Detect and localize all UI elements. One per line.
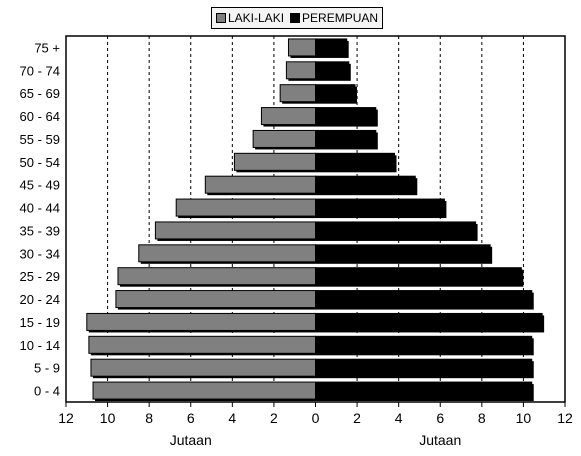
x-tick-label: 2 [353,410,361,426]
age-group-label: 30 - 34 [20,246,60,261]
x-tick-label: 6 [436,410,444,426]
bar-male [260,107,317,126]
x-tick-label: 8 [145,410,153,426]
age-group-label: 45 - 49 [20,178,60,193]
bar-male [90,358,316,377]
age-group-label: 65 - 69 [20,86,60,101]
bar-male [154,221,316,240]
bar-male [175,198,316,217]
bar-female [315,84,356,103]
bar-female [315,267,522,286]
legend-item-female: PEREMPUAN [290,11,378,25]
age-group-label: 50 - 54 [20,155,60,170]
age-group-label: 35 - 39 [20,223,60,238]
x-tick-label: 12 [58,410,74,426]
bar-male [138,244,316,263]
x-tick-label: 4 [228,410,236,426]
x-tick-label: 12 [557,410,573,426]
bar-female [315,312,543,331]
age-group-label: 15 - 19 [20,315,60,330]
bar-female [315,107,377,126]
bar-female [315,290,533,309]
bar-female [315,221,477,240]
bar-male [204,175,316,194]
bar-male [285,61,316,80]
bar-male [86,312,316,331]
age-group-label: 40 - 44 [20,201,60,216]
bar-female [315,244,491,263]
legend-item-male: LAKI-LAKI [216,11,284,25]
bar-female [315,198,445,217]
bar-female [315,38,348,57]
age-group-label: 20 - 24 [20,292,60,307]
x-tick-label: 10 [100,410,116,426]
age-group-label: 55 - 59 [20,132,60,147]
bar-female [315,152,396,171]
bar-male [92,381,317,400]
x-tick-label: 10 [516,410,532,426]
x-tick-label: 2 [270,410,278,426]
age-group-label: 0 - 4 [34,384,60,399]
x-axis-label-right: Jutaan [419,432,461,448]
bar-female [315,61,350,80]
age-group-label: 10 - 14 [20,338,60,353]
x-axis-label-left: Jutaan [170,432,212,448]
bar-female [315,335,533,354]
bar-male [233,152,317,171]
bar-female [315,129,377,148]
x-tick-label: 8 [478,410,486,426]
bar-male [115,290,317,309]
bar-male [279,84,317,103]
bar-female [315,381,533,400]
bar-male [252,129,316,148]
x-tick-label: 0 [312,410,320,426]
legend-label-female: PEREMPUAN [302,11,379,25]
age-group-label: 60 - 64 [20,109,60,124]
x-tick-label: 4 [395,410,403,426]
bar-male [287,38,316,57]
bar-male [117,267,316,286]
age-group-label: 5 - 9 [34,361,60,376]
bar-female [315,358,533,377]
legend-swatch-male [216,13,226,23]
legend-swatch-female [290,13,301,23]
age-group-label: 70 - 74 [20,63,60,78]
age-group-label: 75 + [34,40,60,55]
x-tick-label: 6 [187,410,195,426]
legend-label-male: LAKI-LAKI [228,11,285,25]
bar-female [315,175,416,194]
bar-male [88,335,316,354]
legend: LAKI-LAKI PEREMPUAN [211,7,384,29]
age-group-label: 25 - 29 [20,269,60,284]
